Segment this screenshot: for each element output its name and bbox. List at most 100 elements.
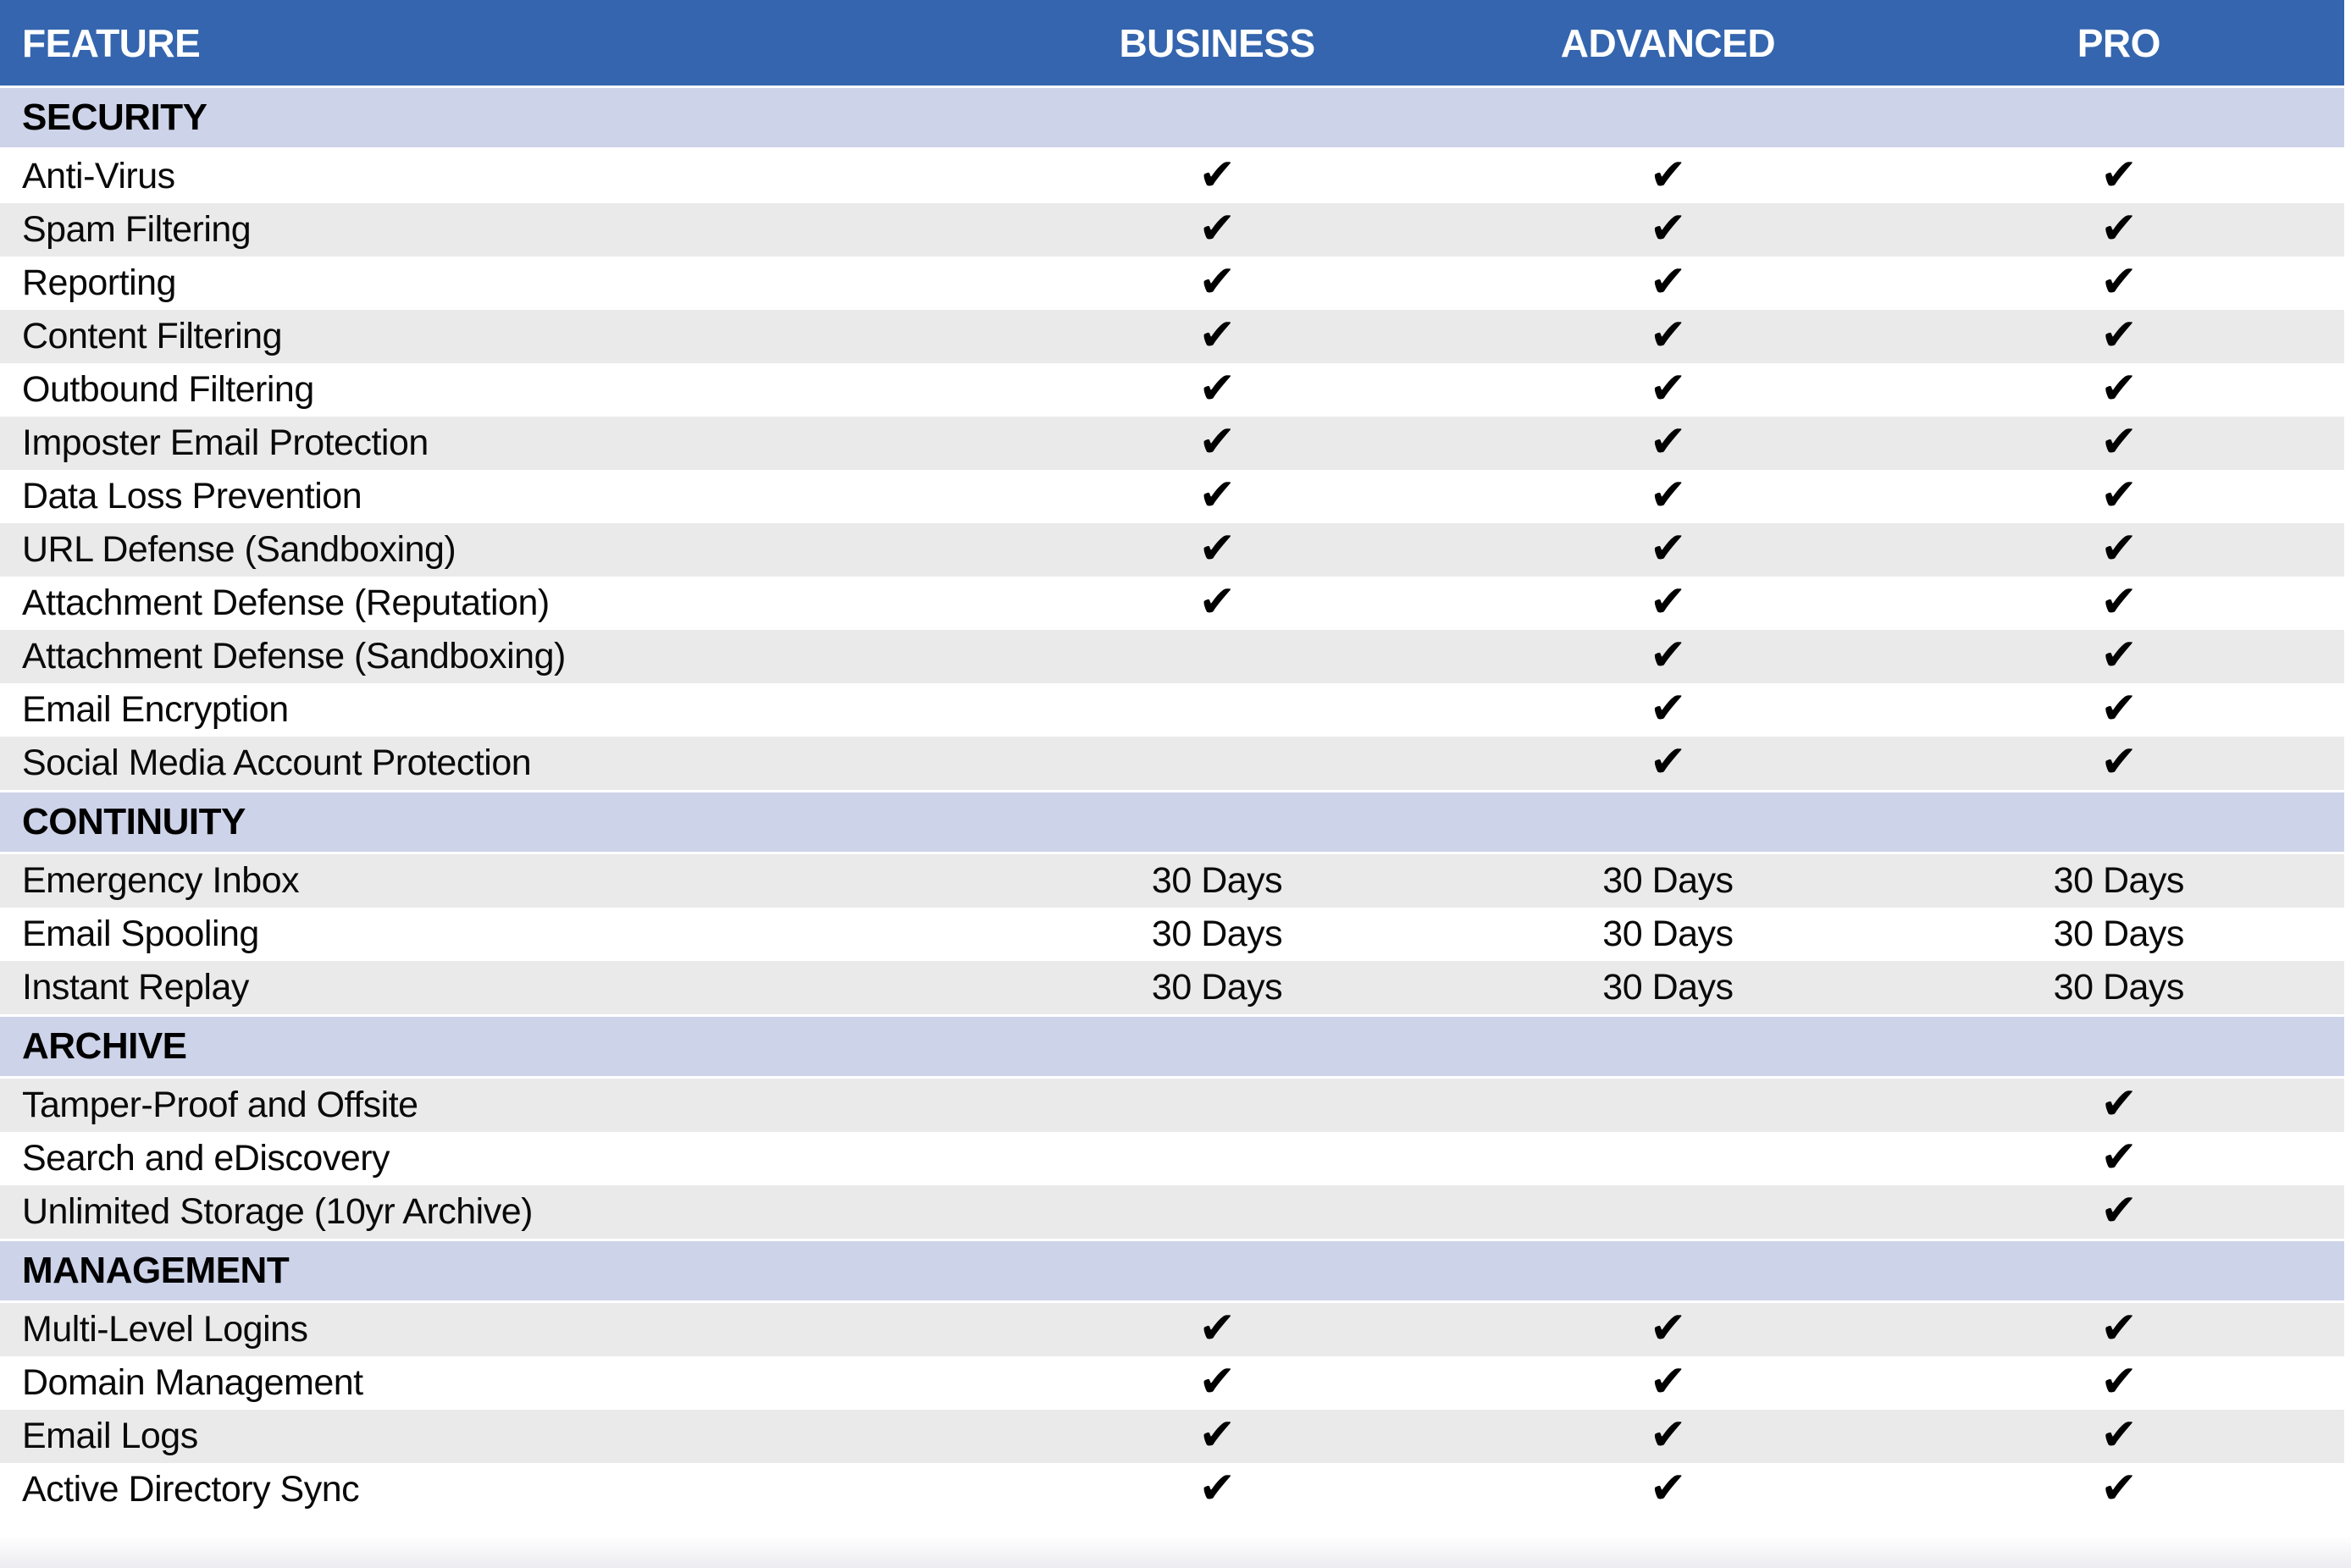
feature-name: URL Defense (Sandboxing) (22, 529, 456, 570)
feature-row-email-encryption: Email Encryption ✔ ✔ (0, 683, 2344, 737)
check-icon: ✔ (1649, 469, 1687, 521)
pro-value: ✔ (1894, 470, 2344, 523)
check-icon: ✔ (1198, 1409, 1236, 1460)
pro-value: ✔ (1894, 150, 2344, 203)
check-icon: ✔ (1649, 576, 1687, 627)
pro-value: ✔ (1894, 1410, 2344, 1463)
check-icon: ✔ (1198, 309, 1236, 361)
advanced-value: 30 Days (1602, 967, 1734, 1008)
advanced-value: ✔ (1442, 523, 1893, 577)
check-icon: ✔ (2100, 576, 2138, 627)
feature-name: Domain Management (22, 1362, 363, 1403)
column-header-business: BUSINESS (1119, 20, 1315, 65)
check-icon: ✔ (2100, 469, 2138, 521)
feature-name: Attachment Defense (Sandboxing) (22, 636, 566, 676)
check-icon: ✔ (1649, 309, 1687, 361)
business-value: ✔ (992, 203, 1442, 257)
check-icon: ✔ (1649, 629, 1687, 681)
section-header-continuity: CONTINUITY (0, 790, 2344, 854)
business-value (992, 1079, 1442, 1132)
feature-name: Reporting (22, 262, 176, 303)
feature-row-attachment-defense-sandboxing: Attachment Defense (Sandboxing) ✔ ✔ (0, 630, 2344, 683)
feature-row-multi-level-logins: Multi-Level Logins ✔ ✔ ✔ (0, 1303, 2344, 1356)
check-icon: ✔ (1649, 256, 1687, 307)
check-icon: ✔ (1649, 362, 1687, 414)
pro-value: ✔ (1894, 523, 2344, 577)
advanced-value: ✔ (1442, 363, 1893, 417)
business-value: ✔ (992, 257, 1442, 310)
check-icon: ✔ (1198, 522, 1236, 574)
feature-row-email-spooling: Email Spooling 30 Days 30 Days 30 Days (0, 908, 2344, 961)
check-icon: ✔ (1198, 416, 1236, 467)
advanced-value: ✔ (1442, 737, 1893, 790)
check-icon: ✔ (1198, 149, 1236, 201)
pro-value: 30 Days (2053, 914, 2185, 954)
business-value (992, 683, 1442, 737)
feature-name: Anti-Virus (22, 156, 175, 196)
check-icon: ✔ (2100, 309, 2138, 361)
pro-value: ✔ (1894, 417, 2344, 470)
feature-name: Imposter Email Protection (22, 422, 429, 463)
business-value: ✔ (992, 363, 1442, 417)
business-value: 30 Days (1151, 860, 1283, 901)
advanced-value: ✔ (1442, 470, 1893, 523)
check-icon: ✔ (2100, 522, 2138, 574)
pro-value: ✔ (1894, 737, 2344, 790)
advanced-value: ✔ (1442, 203, 1893, 257)
pro-value: ✔ (1894, 1185, 2344, 1239)
check-icon: ✔ (1198, 256, 1236, 307)
pro-value: ✔ (1894, 630, 2344, 683)
check-icon: ✔ (1198, 202, 1236, 254)
advanced-value: ✔ (1442, 1410, 1893, 1463)
feature-name: Attachment Defense (Reputation) (22, 582, 550, 623)
section-header-archive: ARCHIVE (0, 1014, 2344, 1079)
pro-value: 30 Days (2053, 967, 2185, 1008)
advanced-value: ✔ (1442, 683, 1893, 737)
feature-row-active-directory-sync: Active Directory Sync ✔ ✔ ✔ (0, 1463, 2344, 1516)
pro-value: ✔ (1894, 1463, 2344, 1516)
check-icon: ✔ (1649, 736, 1687, 787)
check-icon: ✔ (1198, 469, 1236, 521)
pro-value: ✔ (1894, 577, 2344, 630)
feature-row-tamper-proof-and-offsite: Tamper-Proof and Offsite ✔ (0, 1079, 2344, 1132)
check-icon: ✔ (2100, 629, 2138, 681)
bottom-edge-shadow (0, 1516, 2351, 1568)
column-header-advanced: ADVANCED (1560, 20, 1776, 65)
feature-name: Email Logs (22, 1416, 198, 1456)
feature-comparison-table: FEATURE BUSINESS ADVANCED PRO SECURITY An… (0, 0, 2344, 1516)
check-icon: ✔ (1198, 1462, 1236, 1514)
check-icon: ✔ (1198, 362, 1236, 414)
advanced-value: ✔ (1442, 257, 1893, 310)
business-value: ✔ (992, 470, 1442, 523)
feature-row-reporting: Reporting ✔ ✔ ✔ (0, 257, 2344, 310)
feature-name: Tamper-Proof and Offsite (22, 1085, 418, 1125)
feature-name: Spam Filtering (22, 209, 252, 250)
pro-value: ✔ (1894, 310, 2344, 363)
business-value: ✔ (992, 523, 1442, 577)
check-icon: ✔ (1649, 149, 1687, 201)
feature-row-social-media-account-protection: Social Media Account Protection ✔ ✔ (0, 737, 2344, 790)
check-icon: ✔ (1649, 1409, 1687, 1460)
check-icon: ✔ (1649, 522, 1687, 574)
check-icon: ✔ (1649, 1462, 1687, 1514)
business-value: 30 Days (1151, 914, 1283, 954)
feature-row-data-loss-prevention: Data Loss Prevention ✔ ✔ ✔ (0, 470, 2344, 523)
feature-name: Instant Replay (22, 967, 249, 1008)
check-icon: ✔ (2100, 682, 2138, 734)
advanced-value (1442, 1132, 1893, 1185)
pro-value: 30 Days (2053, 860, 2185, 901)
pro-value: ✔ (1894, 1356, 2344, 1410)
advanced-value: ✔ (1442, 310, 1893, 363)
check-icon: ✔ (2100, 362, 2138, 414)
check-icon: ✔ (2100, 1131, 2138, 1183)
business-value (992, 1132, 1442, 1185)
check-icon: ✔ (2100, 1409, 2138, 1460)
feature-row-anti-virus: Anti-Virus ✔ ✔ ✔ (0, 150, 2344, 203)
feature-row-domain-management: Domain Management ✔ ✔ ✔ (0, 1356, 2344, 1410)
check-icon: ✔ (2100, 1078, 2138, 1129)
pro-value: ✔ (1894, 363, 2344, 417)
feature-name: Emergency Inbox (22, 860, 300, 901)
check-icon: ✔ (1649, 682, 1687, 734)
check-icon: ✔ (2100, 1184, 2138, 1236)
feature-name: Active Directory Sync (22, 1469, 360, 1510)
